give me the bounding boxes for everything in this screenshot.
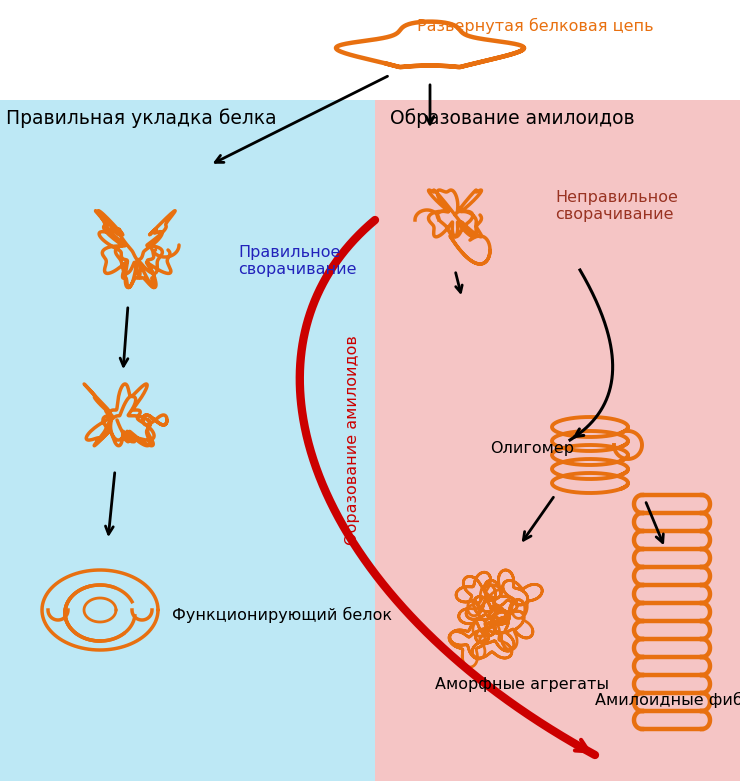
Text: Аморфные агрегаты: Аморфные агрегаты	[435, 677, 609, 693]
Text: Правильная укладка белка: Правильная укладка белка	[6, 108, 277, 127]
Text: Олигомер: Олигомер	[490, 440, 574, 455]
Text: Амилоидные фибриллы: Амилоидные фибриллы	[595, 692, 740, 708]
Text: Неправильное
сворачивание: Неправильное сворачивание	[555, 190, 678, 223]
Bar	[0, 100, 375, 781]
Text: Образование амилоидов: Образование амилоидов	[390, 108, 635, 127]
Text: Образование амилоидов: Образование амилоидов	[344, 335, 360, 545]
Bar	[0, 0, 740, 100]
Text: Правильное
сворачивание: Правильное сворачивание	[238, 245, 357, 277]
Text: Развернутая белковая цепь: Развернутая белковая цепь	[417, 18, 653, 34]
Bar	[375, 100, 740, 781]
Text: Функционирующий белок: Функционирующий белок	[172, 607, 392, 623]
